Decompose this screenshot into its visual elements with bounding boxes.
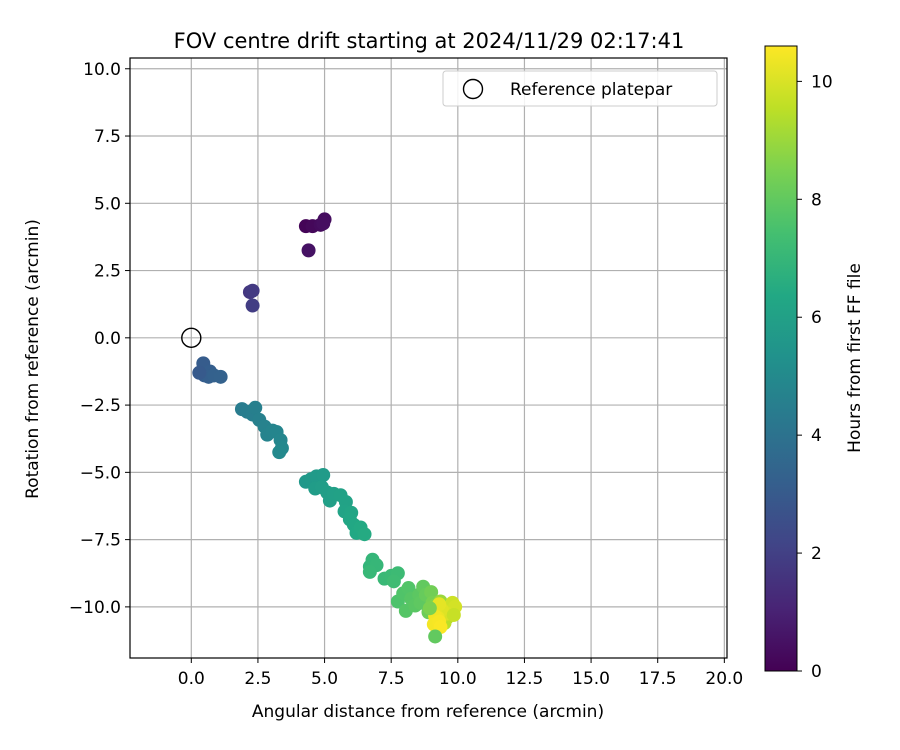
reference-point-marker <box>181 327 202 349</box>
colorbar-tick-label: 4 <box>811 426 822 446</box>
x-tick-label: 20.0 <box>705 669 743 689</box>
y-axis-ticks: 10.0 7.5 5.0 2.5 0.0 −2.5 −5.0 −7.5 −10.0 <box>69 60 130 618</box>
x-tick-label: 12.5 <box>506 669 544 689</box>
x-tick-label: 15.0 <box>572 669 610 689</box>
data-point <box>386 574 401 589</box>
legend: Reference platepar <box>442 70 718 107</box>
data-point <box>422 601 437 616</box>
y-tick-label: 0.0 <box>94 329 121 349</box>
colorbar-tick-label: 6 <box>811 308 822 328</box>
data-point <box>192 365 207 380</box>
y-tick-label: 7.5 <box>94 127 121 147</box>
plot-frame <box>129 57 728 659</box>
x-axis-ticks: 0.0 2.5 5.0 7.5 10.0 12.5 15.0 17.5 20.0 <box>178 658 743 689</box>
colorbar: 0 2 4 6 8 10 Hours from first FF file <box>764 45 865 682</box>
colorbar-label: Hours from first FF file <box>845 263 865 453</box>
data-point <box>272 445 287 460</box>
data-point <box>401 581 416 596</box>
y-tick-label: 2.5 <box>94 262 121 282</box>
y-tick-label: 10.0 <box>83 60 121 80</box>
legend-marker-reference <box>462 78 484 100</box>
data-point <box>357 527 372 542</box>
x-tick-label: 7.5 <box>378 669 405 689</box>
legend-box <box>442 70 718 107</box>
colorbar-tick-label: 8 <box>811 190 822 210</box>
data-point <box>213 369 228 384</box>
colorbar-gradient <box>764 45 798 672</box>
data-point <box>316 216 331 231</box>
data-point <box>428 629 443 644</box>
legend-label-reference: Reference platepar <box>510 80 672 100</box>
colorbar-ticks: 0 2 4 6 8 10 <box>797 72 833 682</box>
data-point <box>248 400 263 415</box>
grid <box>130 58 727 658</box>
data-points <box>181 212 463 644</box>
colorbar-tick-label: 2 <box>811 544 822 564</box>
colorbar-tick-label: 10 <box>811 72 833 92</box>
x-tick-label: 17.5 <box>639 669 677 689</box>
data-point <box>446 607 461 622</box>
y-axis-label: Rotation from reference (arcmin) <box>23 219 43 499</box>
y-tick-label: −5.0 <box>80 463 121 483</box>
data-point <box>301 243 316 258</box>
data-point <box>245 283 260 298</box>
x-tick-label: 0.0 <box>178 669 205 689</box>
x-tick-label: 5.0 <box>311 669 338 689</box>
data-point <box>316 468 331 483</box>
y-tick-label: −7.5 <box>80 531 121 551</box>
data-point <box>424 585 439 600</box>
chart-title: FOV centre drift starting at 2024/11/29 … <box>174 29 685 53</box>
y-tick-label: −2.5 <box>80 396 121 416</box>
colorbar-tick-label: 0 <box>811 662 822 682</box>
data-point <box>362 564 377 579</box>
y-tick-label: −10.0 <box>69 598 121 618</box>
x-tick-label: 10.0 <box>439 669 477 689</box>
x-tick-label: 2.5 <box>244 669 271 689</box>
y-tick-label: 5.0 <box>94 194 121 214</box>
x-axis-label: Angular distance from reference (arcmin) <box>252 702 604 722</box>
data-point <box>245 298 260 313</box>
